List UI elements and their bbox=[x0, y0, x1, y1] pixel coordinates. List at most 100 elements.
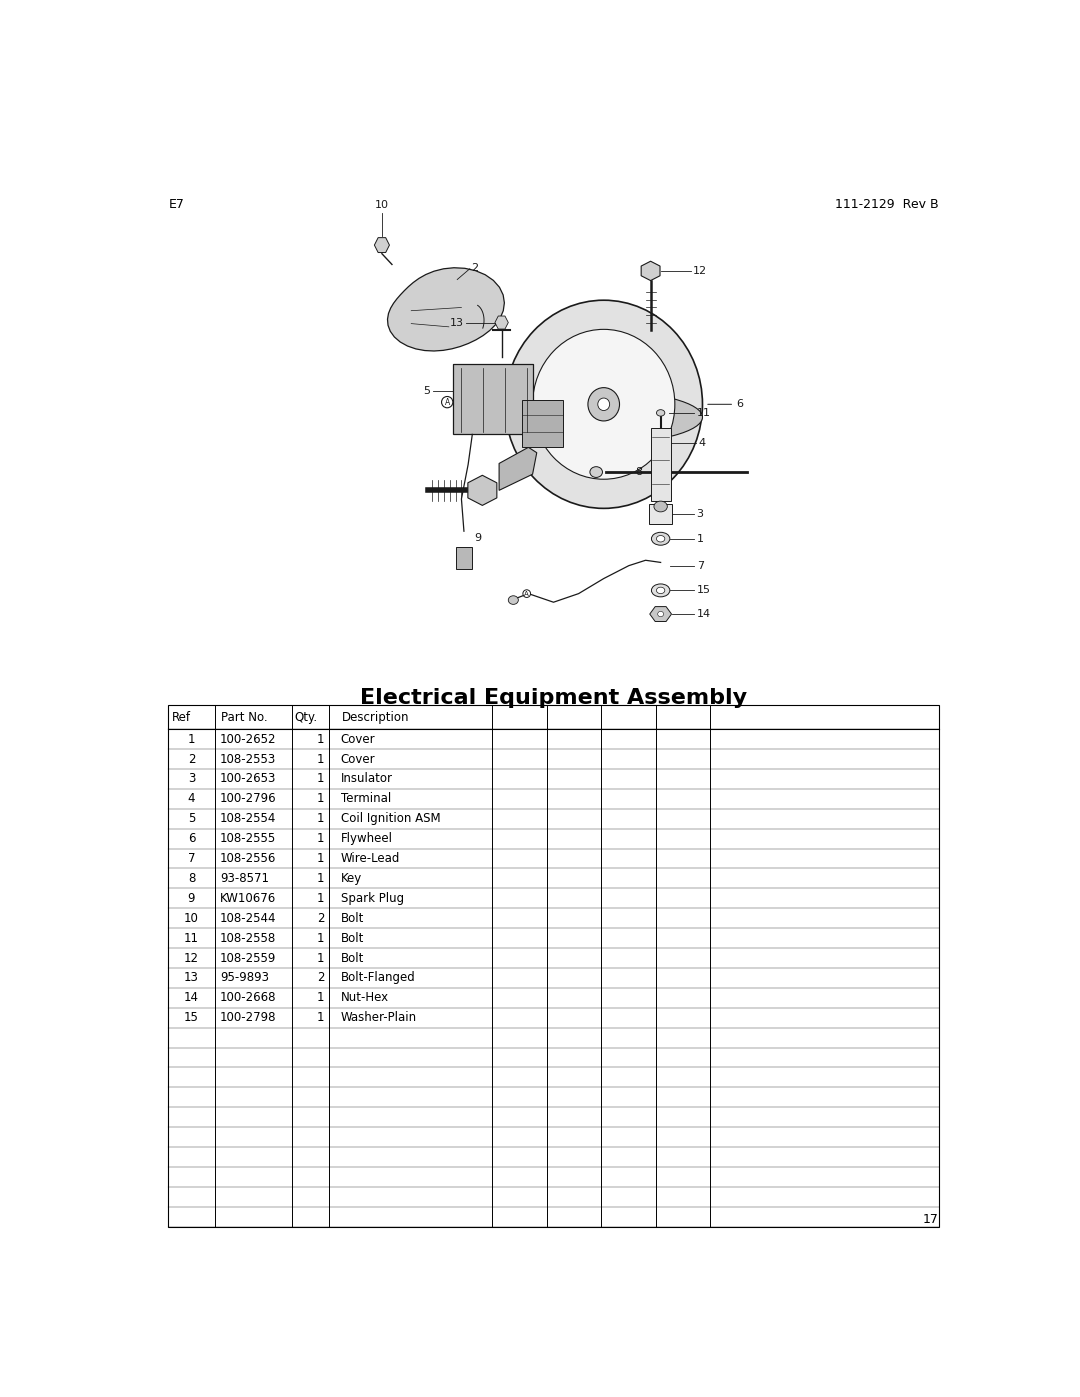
Text: 1: 1 bbox=[697, 534, 704, 543]
Text: 1: 1 bbox=[318, 753, 325, 766]
Text: Qty.: Qty. bbox=[295, 711, 318, 724]
Ellipse shape bbox=[532, 330, 675, 479]
Text: 5: 5 bbox=[423, 387, 431, 397]
Text: 2: 2 bbox=[472, 263, 478, 272]
Polygon shape bbox=[375, 237, 390, 253]
Text: Washer-Plain: Washer-Plain bbox=[340, 1011, 417, 1024]
Text: 1: 1 bbox=[318, 932, 325, 944]
Text: 13: 13 bbox=[450, 317, 464, 327]
Bar bbox=[650, 427, 671, 502]
Text: 1: 1 bbox=[318, 812, 325, 826]
Text: 4: 4 bbox=[188, 792, 195, 805]
Text: Wire-Lead: Wire-Lead bbox=[340, 852, 400, 865]
Text: 2: 2 bbox=[318, 971, 325, 985]
Ellipse shape bbox=[657, 535, 665, 542]
Text: 8: 8 bbox=[188, 872, 195, 884]
Text: 100-2652: 100-2652 bbox=[220, 732, 276, 746]
Text: 9: 9 bbox=[474, 534, 482, 543]
Text: Ref: Ref bbox=[172, 711, 191, 724]
Text: 15: 15 bbox=[697, 585, 711, 595]
Text: 93-8571: 93-8571 bbox=[220, 872, 269, 884]
Text: 1: 1 bbox=[318, 773, 325, 785]
Text: 14: 14 bbox=[184, 992, 199, 1004]
Text: Cover: Cover bbox=[340, 732, 375, 746]
Bar bbox=[649, 504, 673, 524]
Ellipse shape bbox=[651, 584, 670, 597]
Text: 11: 11 bbox=[184, 932, 199, 944]
Text: 100-2653: 100-2653 bbox=[220, 773, 276, 785]
Polygon shape bbox=[642, 261, 660, 281]
Ellipse shape bbox=[588, 387, 620, 420]
Text: 1: 1 bbox=[318, 792, 325, 805]
Text: 95-9893: 95-9893 bbox=[220, 971, 269, 985]
Text: 1: 1 bbox=[318, 891, 325, 905]
Ellipse shape bbox=[657, 587, 665, 594]
Polygon shape bbox=[468, 475, 497, 506]
Text: 108-2555: 108-2555 bbox=[220, 833, 276, 845]
Text: Key: Key bbox=[340, 872, 362, 884]
Text: 1: 1 bbox=[318, 732, 325, 746]
Text: 108-2556: 108-2556 bbox=[220, 852, 276, 865]
Text: A: A bbox=[525, 591, 529, 597]
Text: Description: Description bbox=[342, 711, 409, 724]
Text: 1: 1 bbox=[318, 852, 325, 865]
Text: 108-2553: 108-2553 bbox=[220, 753, 276, 766]
Text: 7: 7 bbox=[697, 560, 704, 570]
Ellipse shape bbox=[651, 532, 670, 545]
Text: Coil Ignition ASM: Coil Ignition ASM bbox=[340, 812, 441, 826]
Text: 3: 3 bbox=[188, 773, 195, 785]
Text: 17: 17 bbox=[922, 1213, 939, 1227]
Text: Terminal: Terminal bbox=[340, 792, 391, 805]
Text: 13: 13 bbox=[184, 971, 199, 985]
Text: KW10676: KW10676 bbox=[220, 891, 276, 905]
Text: 7: 7 bbox=[188, 852, 195, 865]
Text: 108-2558: 108-2558 bbox=[220, 932, 276, 944]
Text: Bolt: Bolt bbox=[340, 951, 364, 964]
Ellipse shape bbox=[657, 409, 665, 416]
Text: A: A bbox=[445, 398, 450, 407]
Text: Flywheel: Flywheel bbox=[340, 833, 393, 845]
Text: Insulator: Insulator bbox=[340, 773, 393, 785]
Bar bbox=[454, 365, 534, 434]
Text: 1: 1 bbox=[318, 872, 325, 884]
Text: 6: 6 bbox=[188, 833, 195, 845]
Text: 108-2559: 108-2559 bbox=[220, 951, 276, 964]
Text: 12: 12 bbox=[184, 951, 199, 964]
Text: 9: 9 bbox=[188, 891, 195, 905]
Text: E7: E7 bbox=[168, 198, 185, 211]
Text: 108-2554: 108-2554 bbox=[220, 812, 276, 826]
Bar bbox=[168, 705, 939, 1227]
Text: 6: 6 bbox=[735, 400, 743, 409]
Text: 15: 15 bbox=[184, 1011, 199, 1024]
Text: Electrical Equipment Assembly: Electrical Equipment Assembly bbox=[360, 689, 747, 708]
Ellipse shape bbox=[590, 467, 603, 478]
Text: 1: 1 bbox=[188, 732, 195, 746]
Ellipse shape bbox=[505, 300, 702, 509]
Bar bbox=[522, 400, 564, 447]
Text: 10: 10 bbox=[375, 200, 389, 210]
Text: 1: 1 bbox=[318, 951, 325, 964]
Polygon shape bbox=[388, 268, 504, 351]
Text: 11: 11 bbox=[697, 408, 711, 418]
Text: 4: 4 bbox=[699, 439, 705, 448]
Text: 12: 12 bbox=[692, 265, 706, 275]
Text: 108-2544: 108-2544 bbox=[220, 912, 276, 925]
Text: Cover: Cover bbox=[340, 753, 375, 766]
Text: 5: 5 bbox=[188, 812, 195, 826]
Text: 1: 1 bbox=[318, 1011, 325, 1024]
Text: Bolt-Flanged: Bolt-Flanged bbox=[340, 971, 416, 985]
Text: Nut-Hex: Nut-Hex bbox=[340, 992, 389, 1004]
Text: 1: 1 bbox=[318, 992, 325, 1004]
Text: 1: 1 bbox=[318, 833, 325, 845]
Ellipse shape bbox=[598, 398, 609, 411]
Text: Bolt: Bolt bbox=[340, 932, 364, 944]
Polygon shape bbox=[495, 316, 509, 330]
Text: Spark Plug: Spark Plug bbox=[340, 891, 404, 905]
Text: Bolt: Bolt bbox=[340, 912, 364, 925]
Ellipse shape bbox=[658, 612, 663, 616]
Text: 100-2796: 100-2796 bbox=[220, 792, 276, 805]
Text: 2: 2 bbox=[318, 912, 325, 925]
Text: 2: 2 bbox=[188, 753, 195, 766]
Ellipse shape bbox=[505, 391, 702, 443]
Text: 14: 14 bbox=[697, 609, 711, 619]
